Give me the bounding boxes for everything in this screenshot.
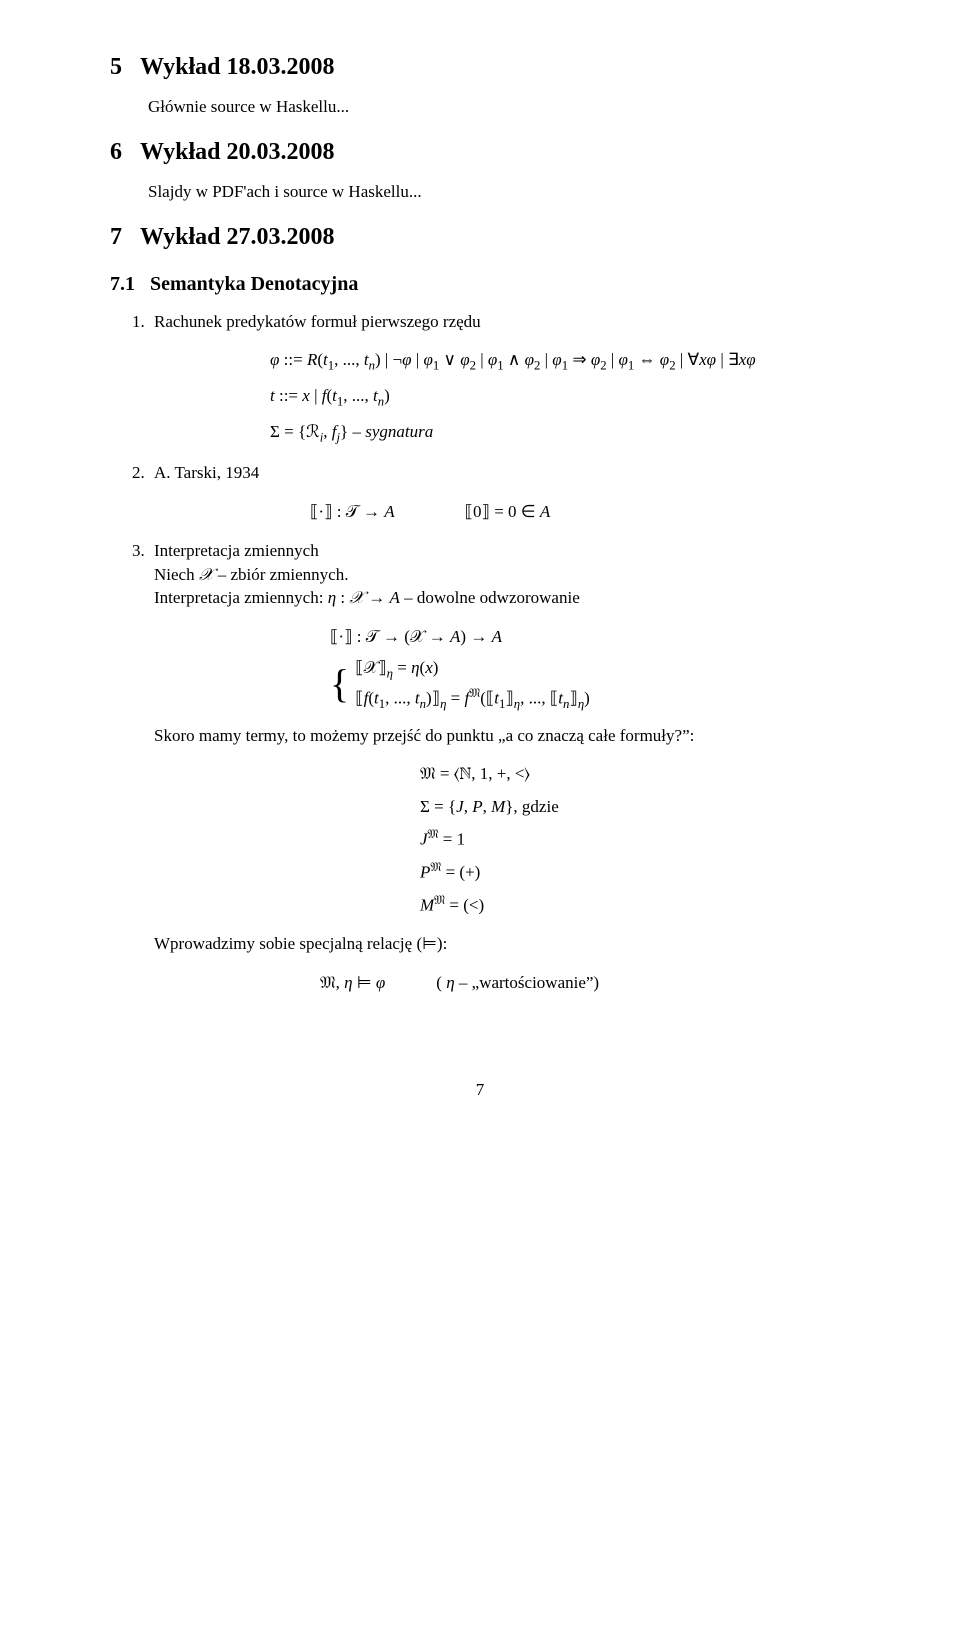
sec6-num: 6 [110,139,122,165]
final-eq: 𝔐, η ⊨ φ ( η – „wartościowanie”) [320,966,850,1000]
sec7-num: 7 [110,224,122,250]
item3-line2-pre: Niech [154,565,199,584]
item1-label: Rachunek predykatów formuł pierwszego rz… [154,310,481,334]
subsection-71-heading: 7.1 Semantyka Denotacyjna [110,273,850,296]
para-skoro: Skoro mamy termy, to możemy przejść do p… [154,724,850,748]
item3-line1: Interpretacja zmiennych [154,541,319,560]
enum-item-1: 1. Rachunek predykatów formuł pierwszego… [132,310,850,334]
sec7-title: Wykład 27.03.2008 [140,224,334,250]
enum-item-2: 2. A. Tarski, 1934 [132,461,850,485]
item1-num: 1. [132,310,154,334]
sec6-title: Wykład 20.03.2008 [140,139,334,165]
sub71-num: 7.1 [110,273,135,295]
model-block: 𝔐 = ⟨ℕ, 1, +, <⟩ Σ = {J, P, M}, gdzie J𝔐… [420,758,850,921]
item3-num: 3. [132,539,154,563]
item3-eq: ⟦·⟧ : 𝒯 → (𝒳 → A) → A { ⟦𝒳⟧η = η(x) ⟦f(t… [330,620,850,714]
para-wprow: Wprowadzimy sobie specjalną relację (⊨): [154,932,850,956]
item3-body: Interpretacja zmiennych Niech 𝒳 – zbiór … [154,539,580,610]
item2-eq: ⟦·⟧ : 𝒯 → A ⟦0⟧ = 0 ∈ A [310,495,850,529]
item3-line2-post: – zbiór zmiennych. [213,565,348,584]
sub71-title: Semantyka Denotacyjna [150,273,358,295]
sec6-body: Slajdy w PDF'ach i source w Haskellu... [148,180,850,204]
section-6-heading: 6 Wykład 20.03.2008 [110,139,850,166]
section-7-heading: 7 Wykład 27.03.2008 [110,224,850,251]
page-number: 7 [110,1080,850,1100]
item2-num: 2. [132,461,154,485]
item1-grammar: φ ::= R(t1, ..., tn) | ¬φ | φ1 ∨ φ2 | φ1… [270,343,850,451]
item3-line3-pre: Interpretacja zmiennych: [154,588,328,607]
enum-item-3: 3. Interpretacja zmiennych Niech 𝒳 – zbi… [132,539,850,610]
sec5-title: Wykład 18.03.2008 [140,54,334,80]
sec5-body: Głównie source w Haskellu... [148,95,850,119]
sec5-num: 5 [110,54,122,80]
section-5-heading: 5 Wykład 18.03.2008 [110,54,850,81]
item3-line3-post: – dowolne odwzorowanie [400,588,580,607]
item2-label: A. Tarski, 1934 [154,461,259,485]
